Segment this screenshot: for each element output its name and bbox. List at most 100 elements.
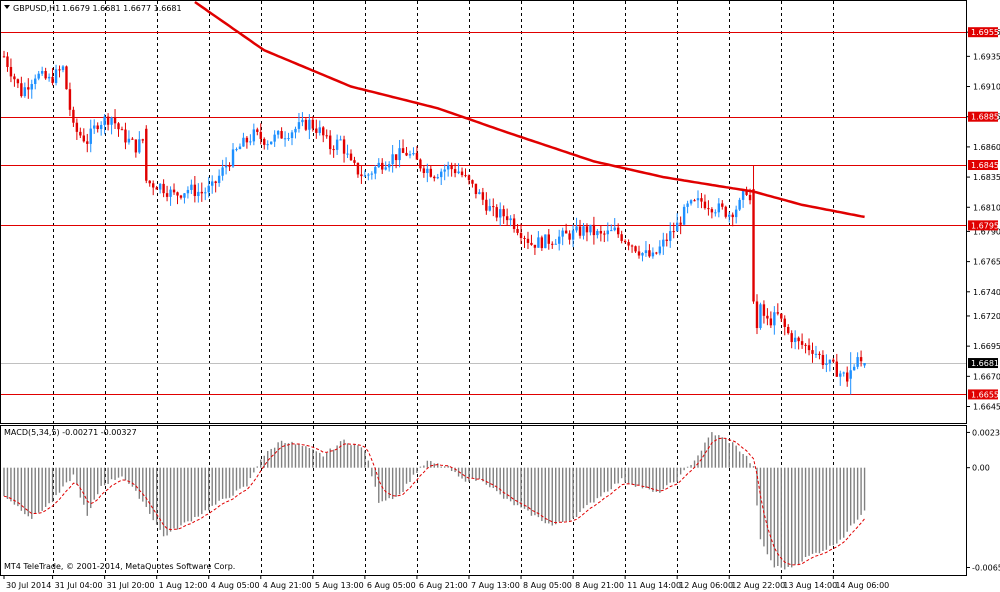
candle-body — [568, 233, 571, 240]
price-pane — [0, 0, 967, 424]
candle-body — [537, 237, 540, 248]
time-tick-label: 4 Aug 21:00 — [263, 581, 312, 590]
candle-body — [731, 214, 734, 218]
time-tick-label: 7 Aug 13:00 — [471, 581, 520, 590]
candle-body — [381, 162, 384, 170]
candle-body — [672, 231, 675, 233]
candle-body — [554, 243, 557, 245]
candle-body — [211, 181, 214, 186]
candle-body — [242, 137, 245, 147]
candle-body — [787, 326, 790, 334]
time-tick-label: 4 Aug 05:00 — [211, 581, 260, 590]
candle-body — [592, 224, 596, 236]
candle-body — [228, 165, 231, 167]
price-tick-label: 1.6790 — [973, 227, 1000, 236]
candle-body — [505, 216, 509, 221]
horizontal-levels — [1, 32, 966, 395]
candle-body — [641, 253, 644, 256]
candle-body — [582, 226, 585, 236]
candle-body — [391, 154, 394, 165]
candle-body — [540, 237, 544, 249]
price-tick-label: 1.6765 — [973, 258, 1000, 267]
candle-body — [415, 153, 419, 160]
candle-body — [235, 149, 238, 151]
level-price-tag-label: 1.6795 — [971, 221, 999, 230]
candle-body — [134, 139, 138, 153]
time-tick-label: 31 Jul 04:00 — [55, 581, 103, 590]
level-price-tag-label: 1.6955 — [971, 28, 999, 37]
candle-body — [179, 195, 183, 198]
price-tick-label: 1.6835 — [973, 173, 1000, 182]
candle-body — [204, 192, 207, 194]
candle-body — [589, 224, 592, 233]
candle-body — [450, 165, 453, 170]
candle-body — [433, 176, 436, 179]
candle-body — [113, 117, 117, 124]
candle-body — [564, 230, 568, 234]
time-tick-label: 8 Aug 05:00 — [523, 581, 572, 590]
candle-body — [804, 344, 807, 346]
candle-body — [658, 246, 662, 254]
candle-body — [835, 361, 838, 377]
candle-body — [693, 200, 696, 202]
candle-body — [20, 83, 23, 97]
candle-body — [627, 242, 630, 246]
candle-body — [127, 138, 131, 143]
candle-body — [436, 177, 439, 179]
candle-body — [342, 139, 346, 154]
candle-body — [783, 318, 786, 327]
candle-body — [724, 206, 727, 217]
candle-body — [551, 243, 554, 245]
candle-body — [818, 353, 821, 355]
candlesticks — [2, 50, 866, 395]
candle-body — [578, 226, 582, 236]
symbol-label[interactable]: GBPUSD,H1 — [13, 4, 60, 13]
moving-average-line — [194, 0, 865, 219]
candle-body — [821, 354, 825, 365]
candle-body — [422, 168, 426, 174]
candle-body — [440, 171, 443, 178]
candle-body — [318, 127, 321, 133]
candle-body — [800, 341, 804, 345]
level-price-tag-label: 1.6845 — [971, 161, 999, 170]
candle-body — [377, 162, 380, 168]
candle-body — [280, 131, 283, 139]
candle-body — [308, 119, 311, 130]
candle-body — [807, 345, 811, 351]
candle-body — [752, 189, 755, 302]
candle-body — [311, 119, 315, 129]
candle-body — [408, 154, 412, 156]
candle-body — [630, 245, 634, 247]
candle-body — [370, 173, 374, 175]
candle-body — [856, 357, 859, 367]
candle-body — [530, 242, 533, 245]
candle-body — [6, 56, 9, 67]
candle-body — [13, 76, 16, 80]
candle-body — [207, 185, 210, 193]
candle-body — [689, 200, 693, 204]
candle-body — [152, 183, 155, 188]
symbol-dropdown-icon[interactable] — [4, 5, 10, 9]
candle-body — [679, 222, 682, 225]
candle-body — [339, 139, 342, 141]
candle-body — [523, 238, 526, 240]
candle-body — [634, 246, 637, 252]
candle-body — [839, 373, 842, 377]
candle-body — [485, 199, 488, 211]
candle-body — [703, 201, 707, 209]
candle-body — [47, 76, 51, 79]
candle-body — [575, 226, 578, 231]
candle-body — [276, 131, 280, 135]
macd-tick-label: 0.00 — [972, 464, 990, 473]
candle-body — [419, 159, 422, 169]
candle-body — [27, 87, 30, 90]
candle-body — [793, 337, 797, 343]
candle-body — [158, 183, 162, 190]
candle-body — [283, 138, 287, 140]
price-tick-label: 1.6695 — [973, 342, 1000, 351]
candle-body — [717, 203, 721, 213]
level-price-tag — [968, 111, 998, 122]
candle-body — [832, 359, 835, 362]
candle-body — [759, 304, 762, 329]
candle-body — [252, 129, 256, 142]
